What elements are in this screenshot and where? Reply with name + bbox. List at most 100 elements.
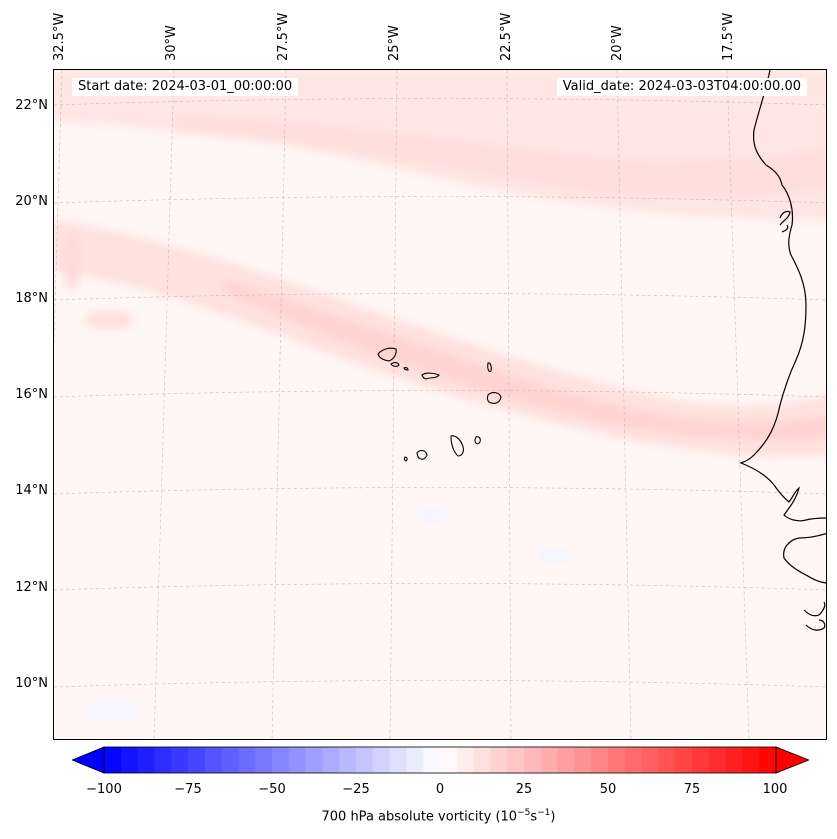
lon-label-27-5w: 27.5°W	[276, 12, 291, 61]
colorbar-cell	[507, 747, 525, 773]
lon-label-30w: 30°W	[164, 25, 179, 61]
colorbar-label-mid: s	[530, 809, 538, 825]
colorbar-cell	[624, 747, 643, 773]
colorbar-outline	[103, 746, 777, 774]
lat-label-16n: 16°N	[15, 387, 48, 402]
colorbar-cell	[658, 747, 676, 773]
lat-label-10n: 10°N	[15, 676, 48, 691]
coastline	[739, 70, 826, 631]
colorbar-tick-0: 0	[435, 782, 445, 797]
colorbar-cell	[440, 747, 458, 773]
lon-label-17-5w: 17.5°W	[721, 12, 736, 61]
island-santiago	[450, 435, 464, 457]
colorbar-cell	[356, 747, 374, 773]
colorbar-cell	[137, 747, 155, 773]
cape-verde-islands	[377, 347, 502, 462]
island-brava	[403, 456, 408, 462]
colorbar-cell	[608, 747, 626, 773]
colorbar-cell	[524, 747, 542, 773]
lat-label-20n: 20°N	[15, 194, 48, 209]
colorbar-cell	[591, 747, 609, 773]
colorbar-tick-neg75: −75	[174, 782, 202, 797]
colorbar-cell	[675, 747, 693, 773]
colorbar-cell	[574, 747, 592, 773]
colorbar-cell	[759, 747, 777, 773]
colorbar-cell	[490, 747, 508, 773]
colorbar-tick-neg25: −25	[342, 782, 370, 797]
colorbar-cell	[406, 747, 424, 773]
island-santa-luzia	[403, 367, 409, 371]
vorticity-band-main	[54, 220, 826, 457]
colorbar-cell	[540, 747, 559, 773]
vorticity-map	[54, 70, 826, 739]
colorbar-tick-50: 50	[599, 782, 617, 797]
colorbar-cell	[557, 747, 575, 773]
colorbar-tick-75: 75	[683, 782, 701, 797]
colorbar-cell	[692, 747, 710, 773]
lon-label-32-5w: 32.5°W	[52, 12, 67, 61]
vorticity-band-core	[224, 280, 826, 440]
colorbar-tick-100: 100	[762, 782, 788, 797]
colorbar-cell	[305, 747, 323, 773]
colorbar-label: 700 hPa absolute vorticity (10−5s−1)	[20, 808, 837, 824]
vorticity-blob-left	[62, 230, 82, 290]
lat-label-14n: 14°N	[15, 483, 48, 498]
lon-label-22-5w: 22.5°W	[499, 12, 514, 61]
colorbar-cell	[238, 747, 256, 773]
island-sao-vicente	[390, 362, 400, 367]
map-panel	[53, 69, 827, 740]
lon-label-20w: 20°W	[610, 25, 625, 61]
island-maio	[474, 436, 481, 445]
colorbar-cell	[154, 747, 172, 773]
colorbar-cell	[641, 747, 659, 773]
colorbar-cell	[473, 747, 491, 773]
colorbar-cell	[725, 747, 743, 773]
island-fogo	[416, 450, 428, 460]
lat-label-12n: 12°N	[15, 580, 48, 595]
vorticity-blob-negative2	[536, 548, 572, 562]
lon-label-25w: 25°W	[387, 25, 402, 61]
island-boa-vista	[486, 392, 502, 404]
colorbar-label-end: )	[550, 809, 556, 825]
colorbar-cell	[188, 747, 206, 773]
colorbar-cell	[456, 747, 475, 773]
island-sal	[487, 362, 492, 373]
island-sao-nicolau	[421, 372, 440, 380]
colorbar-cell	[423, 747, 441, 773]
colorbar-cell	[322, 747, 340, 773]
colorbar-cell	[372, 747, 391, 773]
colorbar	[72, 746, 809, 774]
colorbar-tick-neg50: −50	[258, 782, 286, 797]
colorbar-cell	[272, 747, 290, 773]
valid-date-label: Valid_date: 2024-03-03T04:00:00.00	[556, 78, 807, 96]
start-date-label: Start date: 2024-03-01_00:00:00	[72, 78, 299, 96]
colorbar-cell	[204, 747, 223, 773]
lat-label-22n: 22°N	[15, 98, 48, 113]
colorbar-cell	[339, 747, 357, 773]
colorbar-cell	[288, 747, 307, 773]
colorbar-cell	[742, 747, 760, 773]
colorbar-cell	[255, 747, 273, 773]
colorbar-cell	[389, 747, 407, 773]
colorbar-label-text: 700 hPa absolute vorticity (10	[321, 809, 518, 825]
colorbar-cell	[171, 747, 189, 773]
vorticity-blob-left2	[84, 310, 134, 330]
colorbar-cell	[221, 747, 239, 773]
colorbar-extend-high	[775, 746, 809, 774]
colorbar-label-exp1: −5	[517, 808, 531, 818]
vorticity-band-north	[174, 115, 826, 198]
vorticity-blob-negative3	[84, 700, 144, 720]
colorbar-label-exp2: −1	[537, 808, 551, 818]
gridlines	[54, 70, 826, 739]
colorbar-tick-neg100: −100	[86, 782, 122, 797]
africa-coastline	[739, 70, 826, 522]
island-santo-antao	[377, 347, 397, 362]
colorbar-cell	[104, 747, 122, 773]
lat-label-18n: 18°N	[15, 291, 48, 306]
colorbar-cell	[708, 747, 727, 773]
colorbar-cell	[120, 747, 139, 773]
colorbar-cells	[104, 747, 777, 773]
colorbar-tick-25: 25	[515, 782, 533, 797]
colorbar-extend-low	[72, 746, 105, 774]
vorticity-blob-negative	[416, 507, 452, 523]
